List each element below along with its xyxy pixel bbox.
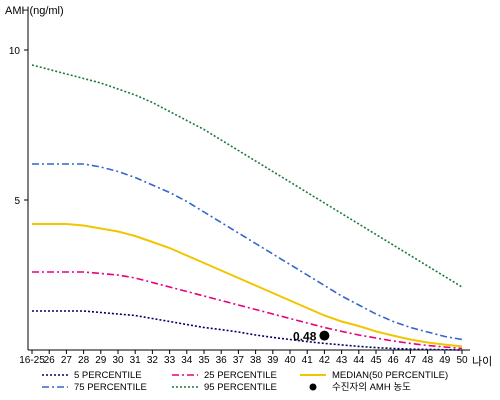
legend-label: 95 PERCENTILE (204, 382, 277, 393)
x-tick-label: 26 (44, 355, 56, 366)
x-axis-title: 나이 (472, 355, 492, 368)
series-line (32, 310, 463, 351)
x-tick-label: 27 (61, 355, 73, 366)
x-tick-label: 32 (147, 355, 159, 366)
series-line (32, 271, 463, 350)
patient-amh-label: 0.48 (293, 330, 317, 344)
x-tick-label: 41 (302, 355, 314, 366)
series-line (32, 223, 463, 348)
x-tick-label: 16-25 (19, 355, 45, 366)
x-tick-label: 47 (405, 355, 417, 366)
x-tick-label: 36 (216, 355, 228, 366)
x-tick-label: 43 (336, 355, 348, 366)
series-line (31, 64, 463, 288)
x-tick-label: 33 (164, 355, 176, 366)
legend-label: 수진자의 AMH 농도 (332, 382, 411, 393)
x-tick-label: 30 (112, 355, 124, 366)
x-tick-label: 45 (370, 355, 382, 366)
legend-label: 75 PERCENTILE (74, 382, 147, 393)
y-tick-label: 5 (14, 196, 20, 207)
x-tick-label: 49 (439, 355, 451, 366)
x-tick-label: 37 (233, 355, 245, 366)
x-tick-label: 48 (422, 355, 434, 366)
legend-swatch (309, 383, 317, 391)
series-layer (31, 64, 463, 351)
legend-label: MEDIAN(50 PERCENTILE) (332, 370, 448, 381)
x-tick-label: 46 (388, 355, 400, 366)
y-axis-title: AMH(ng/ml) (5, 5, 64, 17)
x-tick-label: 44 (353, 355, 365, 366)
series-line (32, 163, 463, 341)
x-tick-label: 42 (319, 355, 331, 366)
y-tick-label: 10 (9, 46, 21, 57)
patient-amh-point (319, 330, 330, 341)
x-tick-label: 50 (456, 355, 468, 366)
x-tick-label: 34 (181, 355, 193, 366)
x-tick-label: 40 (284, 355, 296, 366)
legend-label: 5 PERCENTILE (74, 370, 142, 381)
legend: 5 PERCENTILE 25 PERCENTILE MEDIAN(50 PERCE… (42, 370, 448, 393)
x-tick-label: 28 (78, 355, 90, 366)
x-tick-label: 39 (267, 355, 279, 366)
points-layer: 0.48 (293, 330, 330, 344)
x-tick-label: 29 (95, 355, 107, 366)
legend-label: 25 PERCENTILE (204, 370, 277, 381)
x-tick-label: 38 (250, 355, 262, 366)
x-tick-label: 35 (198, 355, 210, 366)
x-tick-label: 31 (130, 355, 142, 366)
